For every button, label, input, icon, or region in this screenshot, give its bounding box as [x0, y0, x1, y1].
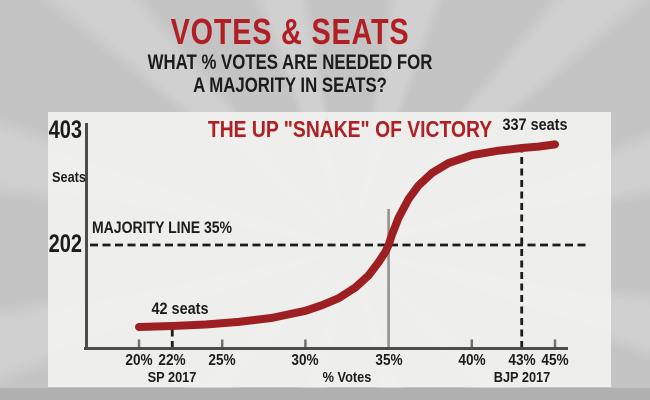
- x-tick-label: 35%: [374, 352, 403, 369]
- x-tick-label: 20%: [125, 352, 153, 369]
- annotation-42-seats: 42 seats: [151, 299, 209, 318]
- annotation-337-seats: 337 seats: [502, 115, 568, 134]
- page-title: VOTES & SEATS: [170, 11, 410, 52]
- x-tick-label: 40%: [458, 352, 486, 369]
- chart-title: THE UP "SNAKE" OF VICTORY: [207, 116, 493, 142]
- y-axis-label: Seats: [52, 169, 87, 186]
- chart-panel: [48, 112, 611, 387]
- x-tick-label: 45%: [541, 352, 569, 369]
- x-tick-footnote: SP 2017: [147, 369, 197, 386]
- page-subtitle-line2: A MAJORITY IN SEATS?: [193, 74, 387, 97]
- x-tick-label: 43%: [508, 352, 536, 369]
- x-tick-label: 25%: [208, 352, 236, 369]
- majority-line-label: MAJORITY LINE 35%: [92, 219, 233, 237]
- page-subtitle-line1: WHAT % VOTES ARE NEEDED FOR: [147, 51, 433, 74]
- y-tick-403: 403: [48, 116, 82, 144]
- y-tick-202: 202: [48, 230, 82, 258]
- x-tick-label: 22%: [158, 352, 186, 369]
- bottom-strip: [0, 388, 650, 400]
- x-axis-label: % Votes: [322, 369, 372, 386]
- x-tick-footnote: BJP 2017: [493, 369, 550, 386]
- x-tick-label: 30%: [291, 352, 320, 369]
